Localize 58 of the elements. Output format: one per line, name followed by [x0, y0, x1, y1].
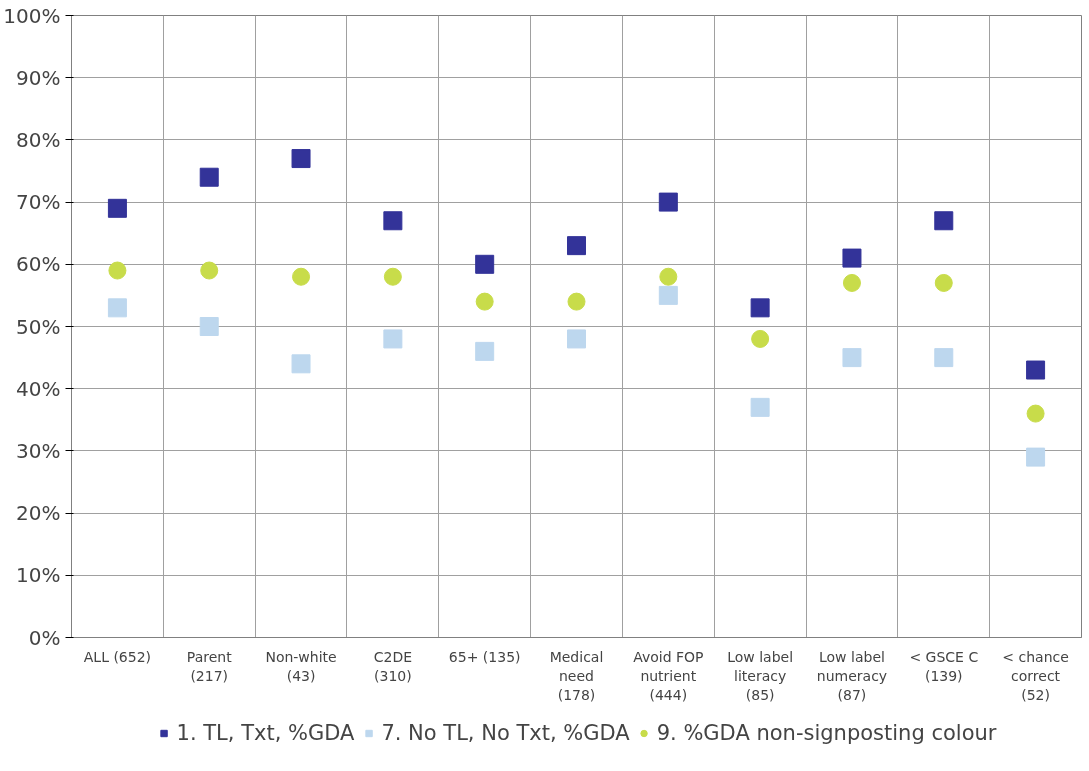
point [842, 348, 862, 368]
point [1026, 447, 1046, 467]
legend-label: 1. TL, Txt, %GDA [176, 720, 355, 745]
point [199, 317, 219, 336]
y-tick-label: 50% [16, 314, 61, 339]
point [751, 329, 770, 348]
point [1026, 360, 1046, 380]
y-tick-label: 30% [16, 438, 61, 463]
point [567, 292, 586, 311]
y-tick-label: 70% [16, 190, 61, 215]
point [567, 236, 586, 256]
point [842, 273, 861, 292]
point [750, 397, 770, 417]
point [107, 198, 127, 218]
x-tick-label: 65+ (135) [448, 648, 521, 665]
point [658, 192, 678, 212]
y-tick-label: 20% [16, 501, 61, 526]
point [934, 348, 954, 368]
x-tick-label: Non-white (43) [265, 648, 337, 684]
point [750, 298, 770, 318]
x-tick-label: Low label literacy (85) [727, 648, 794, 703]
point [1026, 404, 1045, 423]
point [383, 267, 402, 286]
point [842, 248, 862, 268]
point [291, 149, 311, 169]
point [475, 292, 494, 311]
point [200, 261, 219, 280]
x-tick-label: Avoid FOP nutrient (444) [633, 648, 704, 703]
legend-label: 9. %GDA non-signposting colour [656, 720, 997, 745]
point [475, 254, 495, 274]
point [567, 329, 586, 349]
point [383, 329, 403, 349]
x-tick-label: < chance correct (52) [1002, 648, 1069, 703]
point [659, 267, 678, 286]
x-tick-label: Medical need (178) [549, 648, 604, 703]
point [107, 298, 127, 318]
y-tick-label: 0% [28, 625, 61, 650]
x-tick-label: C2DE (310) [373, 648, 413, 684]
point [475, 341, 495, 361]
point [108, 261, 127, 280]
point [291, 354, 311, 374]
legend-label: 7. No TL, No Txt, %GDA [381, 720, 630, 745]
y-tick-label: 60% [16, 252, 61, 277]
x-tick-label: < GSCE C (139) [909, 648, 979, 684]
point [658, 285, 678, 305]
y-tick-label: 40% [16, 376, 61, 401]
point [199, 167, 219, 187]
point [292, 267, 311, 286]
point [383, 211, 403, 231]
point [934, 211, 954, 231]
x-tick-label: ALL (652) [83, 648, 152, 665]
y-tick-label: 90% [16, 65, 61, 90]
y-tick-label: 10% [16, 563, 61, 588]
point [934, 273, 953, 292]
x-tick-label: Parent (217) [186, 648, 233, 684]
y-tick-label: 80% [16, 127, 61, 152]
y-tick-label: 100% [3, 3, 61, 28]
x-tick-label: Low label numeracy (87) [816, 648, 888, 703]
